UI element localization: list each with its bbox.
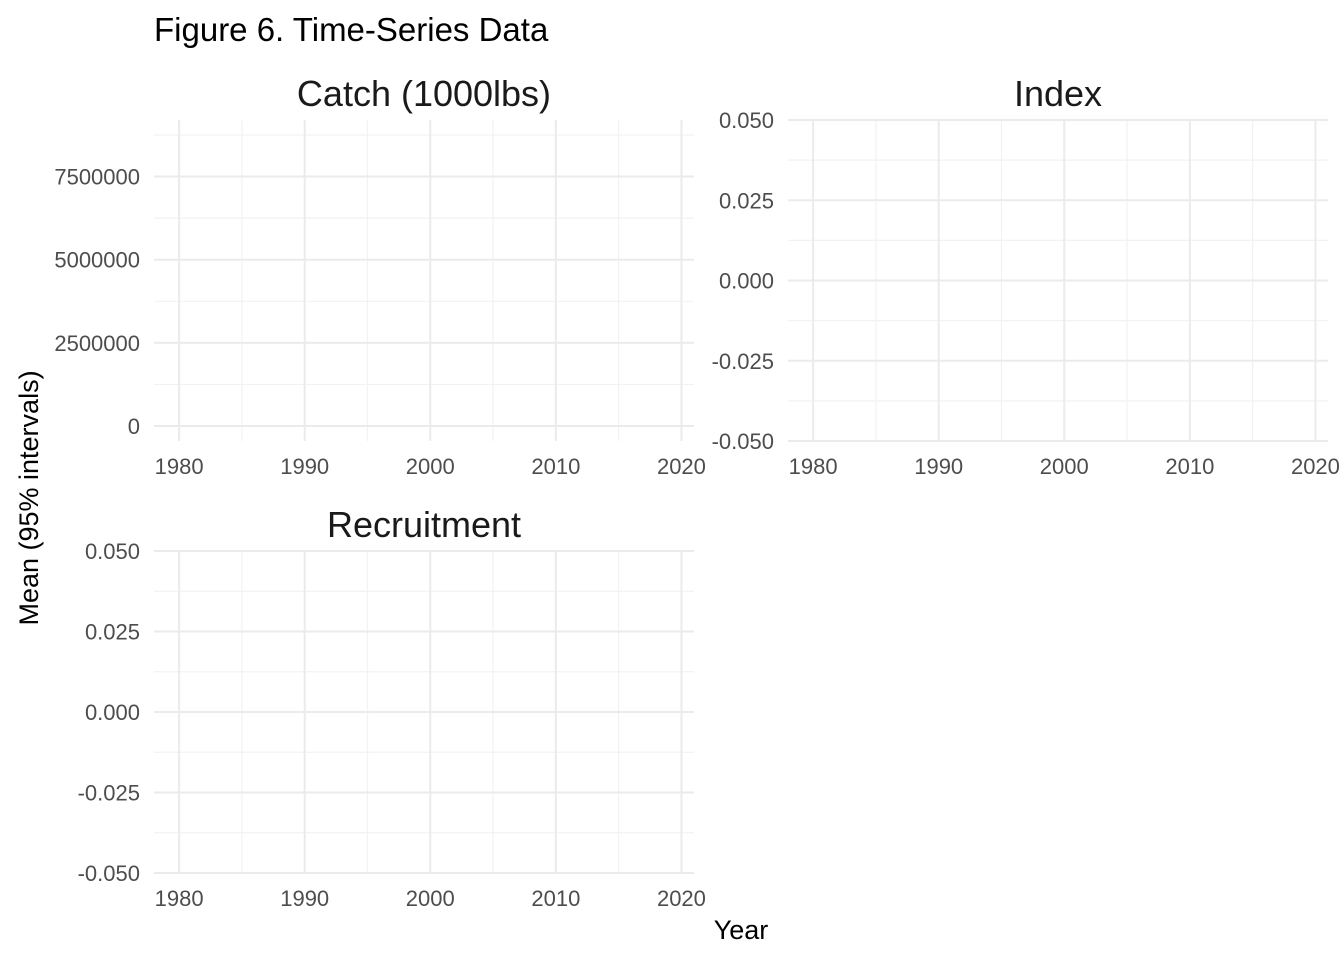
x-tick-label-index: 2020: [1291, 454, 1340, 479]
panel-catch: Catch (1000lbs) 1980 1990 2000 2010 2020 0 250…: [54, 73, 706, 479]
x-tick-label-index: 2000: [1040, 454, 1089, 479]
panel-title-index: Index: [1014, 73, 1102, 114]
x-tick-label-catch: 2020: [657, 454, 706, 479]
panel-title-catch: Catch (1000lbs): [297, 73, 551, 114]
y-tick-label-catch: 2500000: [54, 331, 140, 356]
y-tick-label-index: -0.050: [712, 429, 774, 454]
grid-recruitment: [154, 550, 694, 874]
x-axis-label: Year: [714, 915, 769, 945]
y-tick-label-recruitment: 0.000: [85, 700, 140, 725]
y-tick-label-index: -0.025: [712, 349, 774, 374]
y-tick-label-recruitment: 0.025: [85, 620, 140, 645]
y-tick-label-catch: 7500000: [54, 165, 140, 190]
x-tick-label-recruitment: 2000: [406, 886, 455, 911]
x-tick-label-recruitment: 1990: [280, 886, 329, 911]
y-tick-label-catch: 0: [128, 414, 140, 439]
x-tick-label-recruitment: 1980: [155, 886, 204, 911]
y-tick-label-recruitment: 0.050: [85, 539, 140, 564]
x-tick-label-index: 1980: [789, 454, 838, 479]
x-tick-label-catch: 1980: [155, 454, 204, 479]
x-tick-label-index: 2010: [1165, 454, 1214, 479]
x-tick-label-recruitment: 2010: [531, 886, 580, 911]
figure-title: Figure 6. Time-Series Data: [154, 11, 549, 48]
y-tick-label-recruitment: -0.050: [78, 861, 140, 886]
y-axis-label: Mean (95% intervals): [14, 370, 44, 625]
y-tick-label-index: 0.025: [719, 188, 774, 213]
y-tick-label-catch: 5000000: [54, 248, 140, 273]
x-tick-label-catch: 2010: [531, 454, 580, 479]
panel-recruitment: Recruitment 1980 1990 2000 2010 2020 -0.050 -0…: [78, 504, 706, 911]
x-tick-label-catch: 1990: [280, 454, 329, 479]
y-tick-label-recruitment: -0.025: [78, 781, 140, 806]
x-tick-label-recruitment: 2020: [657, 886, 706, 911]
panel-title-recruitment: Recruitment: [327, 504, 521, 545]
panel-index: Index 1980 1990 2000 2010 2020 -0.050 -0.025 0.…: [712, 73, 1340, 479]
grid-index: [788, 119, 1328, 442]
x-tick-label-index: 1990: [914, 454, 963, 479]
y-tick-label-index: 0.050: [719, 108, 774, 133]
x-tick-label-catch: 2000: [406, 454, 455, 479]
y-tick-label-index: 0.000: [719, 269, 774, 294]
grid-catch: [154, 120, 694, 441]
